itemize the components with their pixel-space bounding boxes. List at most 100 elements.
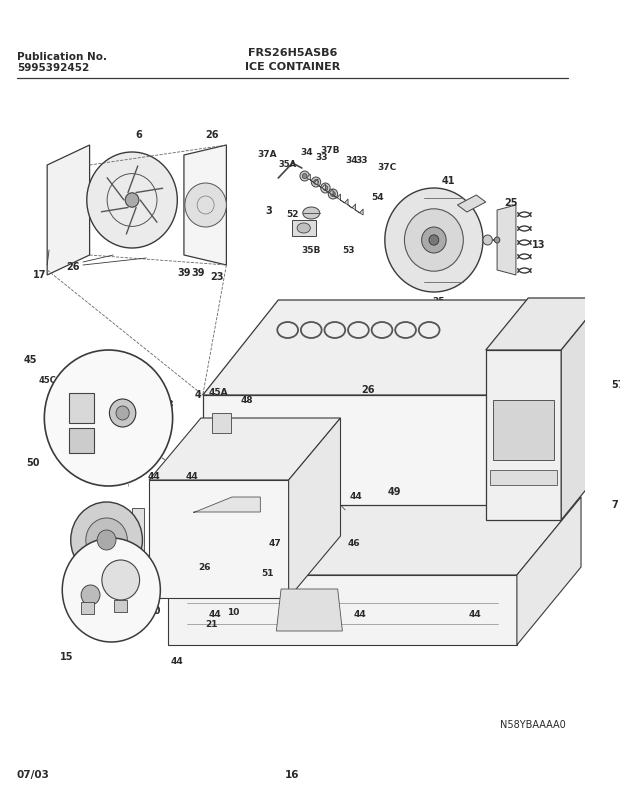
Text: 18: 18	[118, 606, 132, 616]
Text: 28: 28	[267, 430, 280, 440]
Text: 35B: 35B	[301, 246, 321, 255]
Text: 44: 44	[148, 472, 160, 481]
Polygon shape	[212, 413, 231, 433]
Polygon shape	[306, 174, 363, 215]
Polygon shape	[149, 418, 340, 480]
Text: 52: 52	[286, 210, 299, 219]
Circle shape	[71, 502, 143, 578]
Polygon shape	[458, 195, 485, 212]
Polygon shape	[490, 470, 557, 485]
Text: 17: 17	[33, 270, 46, 280]
Text: 07/03: 07/03	[17, 770, 50, 780]
Circle shape	[87, 152, 177, 248]
Text: 45C: 45C	[38, 376, 56, 385]
Text: 53: 53	[343, 246, 355, 255]
Polygon shape	[497, 205, 516, 275]
Polygon shape	[132, 508, 144, 572]
Ellipse shape	[303, 207, 320, 219]
Polygon shape	[168, 497, 581, 575]
Polygon shape	[561, 298, 604, 520]
Text: 20: 20	[147, 606, 161, 616]
Text: 55: 55	[446, 307, 459, 316]
Text: 6: 6	[135, 130, 142, 140]
Text: 58: 58	[162, 400, 174, 409]
Circle shape	[429, 235, 439, 245]
Text: 44: 44	[353, 610, 366, 619]
Circle shape	[303, 174, 307, 179]
Polygon shape	[289, 418, 340, 598]
Text: ICE CONTAINER: ICE CONTAINER	[245, 62, 340, 72]
Text: 35A: 35A	[278, 160, 297, 169]
Text: 25: 25	[432, 297, 445, 306]
Polygon shape	[149, 480, 289, 598]
Text: eReplacementParts.com: eReplacementParts.com	[207, 423, 378, 437]
Text: 23: 23	[210, 272, 224, 282]
Polygon shape	[184, 145, 226, 265]
Text: 26: 26	[361, 385, 374, 395]
Circle shape	[45, 350, 172, 486]
Text: 51: 51	[262, 569, 274, 577]
Text: 45A: 45A	[209, 388, 229, 397]
Text: 7: 7	[611, 500, 618, 510]
Text: 5995392452: 5995392452	[17, 63, 89, 73]
Polygon shape	[81, 602, 94, 614]
Polygon shape	[485, 298, 604, 350]
Circle shape	[62, 538, 161, 642]
Circle shape	[321, 183, 330, 193]
Text: 33: 33	[316, 153, 328, 162]
Text: 41: 41	[441, 176, 455, 186]
Circle shape	[422, 227, 446, 253]
Polygon shape	[47, 145, 90, 275]
Text: 44: 44	[171, 657, 184, 666]
Polygon shape	[517, 497, 581, 645]
Text: 26: 26	[66, 262, 79, 272]
Polygon shape	[485, 350, 561, 520]
Text: 37B: 37B	[321, 146, 340, 155]
Polygon shape	[69, 428, 94, 453]
Text: 39: 39	[177, 268, 191, 278]
Text: 48: 48	[241, 396, 253, 405]
Circle shape	[109, 399, 136, 427]
Polygon shape	[203, 300, 570, 395]
Polygon shape	[277, 589, 342, 631]
Text: 45: 45	[24, 355, 37, 365]
Text: 16: 16	[112, 526, 126, 536]
Circle shape	[404, 209, 463, 272]
Text: 37A: 37A	[257, 150, 277, 159]
Text: 44: 44	[469, 610, 481, 619]
Text: 4: 4	[195, 390, 202, 400]
Circle shape	[86, 518, 127, 562]
Text: 50: 50	[26, 458, 40, 468]
Circle shape	[97, 530, 116, 550]
Polygon shape	[293, 220, 316, 236]
Text: 2: 2	[513, 360, 520, 370]
Circle shape	[330, 191, 335, 196]
Text: 45D: 45D	[117, 373, 138, 382]
Text: 25: 25	[505, 198, 518, 208]
Text: 56: 56	[466, 314, 478, 323]
Text: 33: 33	[355, 156, 368, 165]
Text: 46: 46	[348, 539, 361, 548]
Polygon shape	[193, 497, 260, 513]
Text: 21: 21	[206, 620, 218, 629]
Polygon shape	[203, 395, 495, 505]
Polygon shape	[494, 400, 554, 460]
Circle shape	[311, 177, 321, 187]
Text: 44: 44	[185, 472, 198, 481]
Text: 39: 39	[192, 268, 205, 278]
Circle shape	[185, 183, 226, 227]
Text: 13: 13	[532, 240, 546, 250]
Text: 34: 34	[345, 156, 358, 165]
Circle shape	[116, 406, 129, 420]
Text: 54: 54	[371, 193, 384, 202]
Text: 10: 10	[226, 608, 239, 617]
Circle shape	[494, 237, 500, 243]
Text: 26: 26	[198, 563, 211, 572]
Polygon shape	[203, 410, 570, 505]
Text: Publication No.: Publication No.	[17, 52, 107, 62]
Circle shape	[328, 189, 338, 199]
Circle shape	[125, 193, 139, 207]
Text: 49: 49	[388, 487, 402, 497]
Polygon shape	[114, 600, 127, 612]
Circle shape	[483, 235, 492, 245]
